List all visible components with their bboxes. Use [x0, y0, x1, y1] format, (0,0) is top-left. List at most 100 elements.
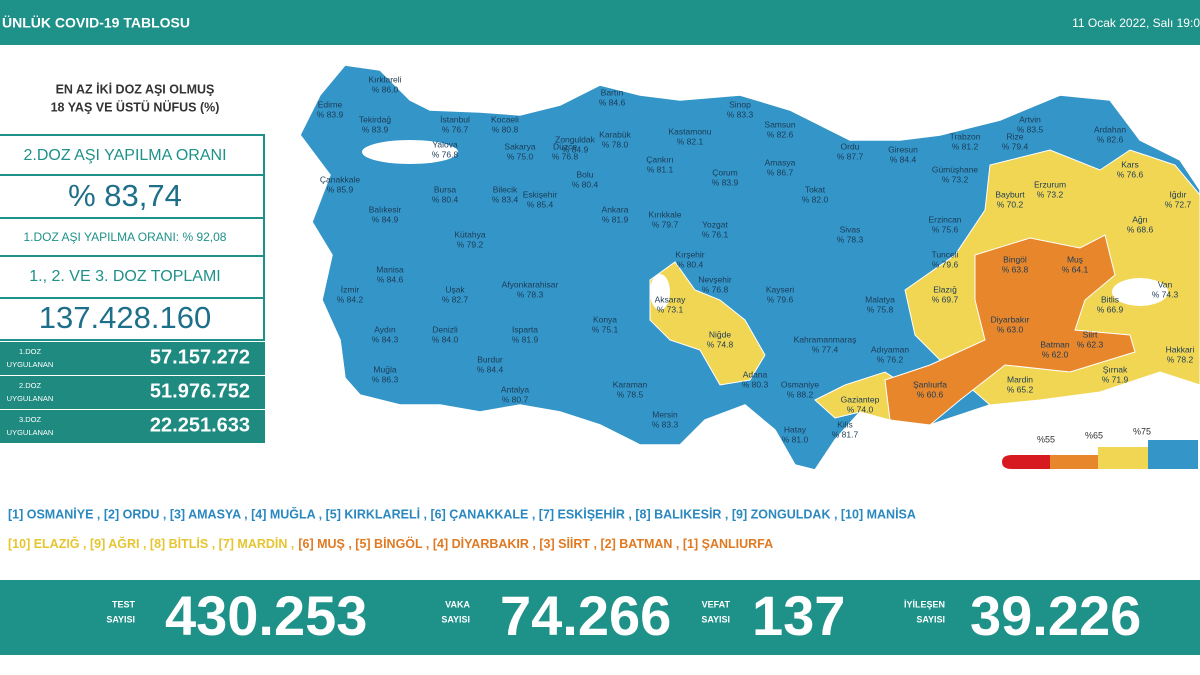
province-name: Kütahya — [454, 229, 485, 239]
province-name: İstanbul — [440, 114, 470, 124]
province-value: % 73.2 — [1037, 189, 1064, 199]
province-value: % 81.9 — [512, 334, 539, 344]
province-value: % 82.6 — [767, 129, 794, 139]
province-value: % 78.0 — [602, 139, 629, 149]
province-value: % 75.1 — [592, 324, 619, 334]
header-bar — [0, 0, 1200, 45]
province-value: % 74.3 — [1152, 289, 1179, 299]
stat-label: İYİLEŞEN — [904, 599, 945, 609]
province-name: Eskişehir — [523, 189, 558, 199]
province-name: Aydın — [374, 324, 396, 334]
stat-value: 430.253 — [165, 584, 367, 647]
stats-bar — [0, 580, 1200, 655]
province-value: % 85.9 — [327, 184, 354, 194]
province-value: % 83.9 — [317, 109, 344, 119]
stat-label: SAYISI — [701, 614, 730, 624]
province-value: % 79.4 — [1002, 141, 1029, 151]
province-name: Afyonkarahisar — [502, 279, 559, 289]
province-name: Kırklareli — [368, 74, 401, 84]
province-value: % 84.6 — [377, 274, 404, 284]
province-name: Tunceli — [931, 249, 958, 259]
province-name: Kırıkkale — [648, 209, 681, 219]
province-value: % 83.3 — [727, 109, 754, 119]
province-name: Sivas — [840, 224, 861, 234]
province-value: % 75.6 — [932, 224, 959, 234]
province-value: % 71.9 — [1102, 374, 1129, 384]
yellow-region-center — [649, 261, 766, 386]
province-name: Bolu — [576, 169, 593, 179]
province-name: Iğdır — [1169, 189, 1186, 199]
province-value: % 81.7 — [832, 429, 859, 439]
province-name: Tokat — [805, 184, 826, 194]
orange-region — [884, 234, 1136, 426]
province-value: % 84.4 — [890, 154, 917, 164]
stat-value: 74.266 — [500, 584, 671, 647]
province-value: % 86.3 — [372, 374, 399, 384]
province-name: Giresun — [888, 144, 918, 154]
province-value: % 88.2 — [787, 389, 814, 399]
province-name: Mersin — [652, 409, 678, 419]
ranking-top: [1] OSMANİYE , [2] ORDU , [3] AMASYA , [… — [8, 506, 916, 521]
legend-orange — [1050, 455, 1098, 469]
province-value: % 62.0 — [1042, 349, 1069, 359]
province-name: Gümüşhane — [932, 164, 979, 174]
province-value: % 63.0 — [997, 324, 1024, 334]
legend-label: %75 — [1133, 426, 1151, 436]
province-name: Muğla — [373, 364, 396, 374]
province-value: % 74.8 — [707, 339, 734, 349]
province-name: Ordu — [841, 141, 860, 151]
province-name: Ankara — [602, 204, 629, 214]
province-name: Antalya — [501, 384, 530, 394]
province-name: Ağrı — [1132, 214, 1148, 224]
dose-row-label: UYGULANAN — [7, 428, 54, 437]
province-value: % 64.1 — [1062, 264, 1089, 274]
province-value: % 83.5 — [1017, 124, 1044, 134]
province-value: % 84.4 — [477, 364, 504, 374]
province-name: Osmaniye — [781, 379, 820, 389]
province-name: Rize — [1006, 131, 1023, 141]
province-value: % 78.3 — [837, 234, 864, 244]
province-value: % 81.9 — [602, 214, 629, 224]
dose-row-bg — [0, 342, 265, 375]
panel-box — [0, 134, 265, 341]
province-value: % 65.2 — [1007, 384, 1034, 394]
province-name: Zonguldak — [555, 134, 595, 144]
province-value: % 70.2 — [997, 199, 1024, 209]
province-value: % 75.8 — [867, 304, 894, 314]
legend-blue — [1148, 440, 1198, 469]
province-name: Amasya — [765, 157, 796, 167]
province-name: Çorum — [712, 167, 738, 177]
province-value: % 79.6 — [767, 294, 794, 304]
province-name: Manisa — [376, 264, 404, 274]
province-name: Mardin — [1007, 374, 1033, 384]
dose-row-value: 22.251.633 — [150, 414, 250, 436]
province-value: % 75.0 — [507, 151, 534, 161]
dose-row-value: 51.976.752 — [150, 380, 250, 402]
province-value: % 80.8 — [492, 124, 519, 134]
province-name: Batman — [1040, 339, 1070, 349]
province-name: Karabük — [599, 129, 631, 139]
province-value: % 80.3 — [742, 379, 769, 389]
province-name: Muş — [1067, 254, 1083, 264]
province-name: İzmir — [341, 284, 360, 294]
province-name: Malatya — [865, 294, 895, 304]
province-value: % 83.9 — [362, 124, 389, 134]
province-name: Kilis — [837, 419, 853, 429]
province-value: % 81.1 — [647, 164, 674, 174]
province-value: % 73.2 — [942, 174, 969, 184]
province-value: % 83.4 — [492, 194, 519, 204]
province-value: % 84.3 — [372, 334, 399, 344]
province-name: Yalova — [432, 139, 458, 149]
province-value: % 76.8 — [432, 149, 459, 159]
province-name: Artvin — [1019, 114, 1041, 124]
province-value: % 84.9 — [372, 214, 399, 224]
province-name: Bartın — [601, 87, 624, 97]
stat-value: 137 — [752, 584, 845, 647]
province-name: Balıkesir — [369, 204, 402, 214]
dose-row-bg — [0, 376, 265, 409]
province-value: % 68.6 — [1127, 224, 1154, 234]
province-name: Bilecik — [493, 184, 518, 194]
province-name: Kastamonu — [669, 126, 712, 136]
dose-row-label: 1.DOZ — [19, 347, 42, 356]
